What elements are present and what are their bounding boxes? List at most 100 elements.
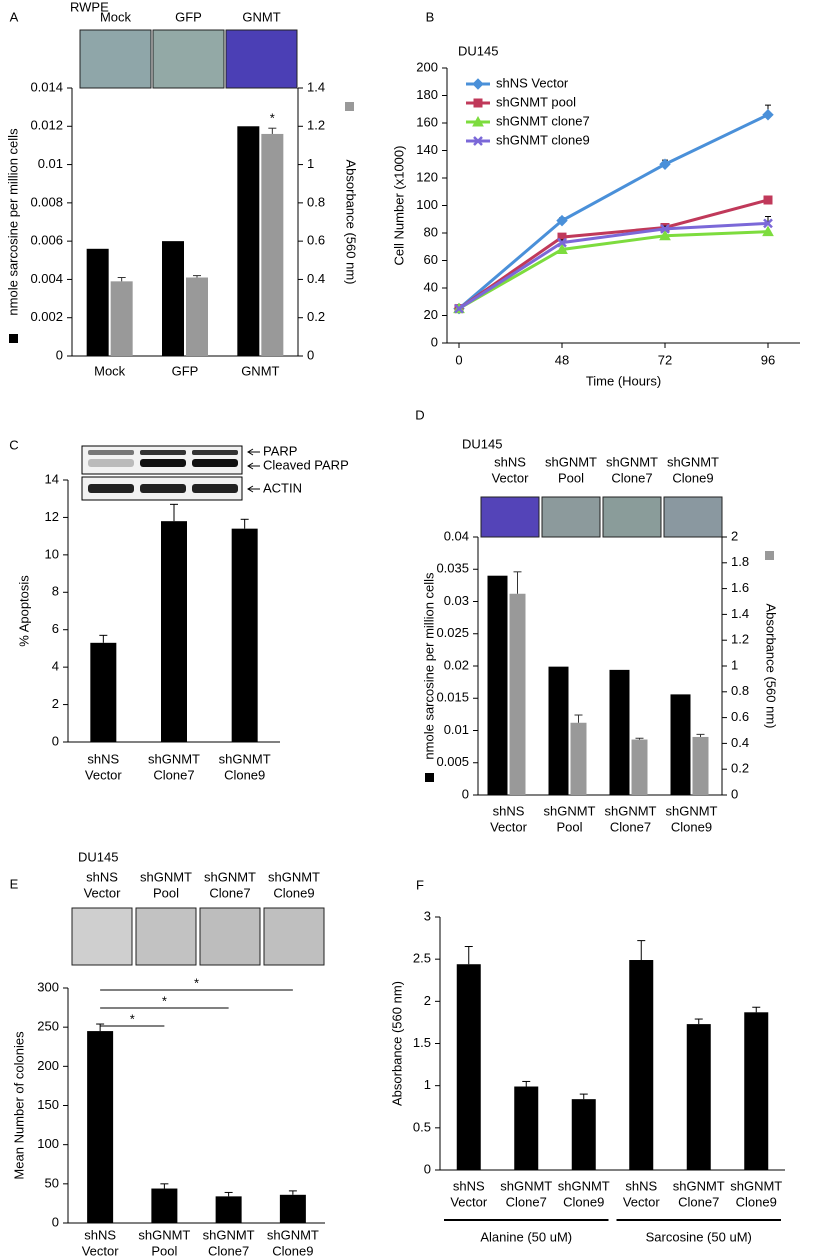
bar xyxy=(514,1086,539,1170)
tick-label: 0.04 xyxy=(444,528,469,543)
image-label: shGNMT xyxy=(606,454,658,469)
image-label: shGNMT xyxy=(268,869,320,884)
blot-band xyxy=(140,459,186,467)
marker xyxy=(659,229,671,241)
micrograph xyxy=(263,907,325,966)
micrograph xyxy=(602,496,662,538)
tick-label: 0.006 xyxy=(30,233,63,248)
marker xyxy=(762,225,774,237)
tick-label: 0.02 xyxy=(444,657,469,672)
tick-label: 0.035 xyxy=(436,561,469,576)
bar xyxy=(670,694,691,795)
annotation: * xyxy=(270,111,275,126)
legend-swatch xyxy=(9,334,18,343)
category-label: shGNMT xyxy=(558,1178,610,1193)
y2-axis-label: Absorbance (560 nm) xyxy=(344,159,359,284)
tick-label: 80 xyxy=(424,224,438,239)
legend-label: shGNMT pool xyxy=(496,94,576,109)
blot-label: ACTIN xyxy=(263,480,302,495)
bar xyxy=(90,642,117,742)
significance-mark: * xyxy=(130,1011,135,1026)
marker xyxy=(762,109,774,121)
group-label: Sarcosine (50 uM) xyxy=(646,1229,752,1244)
image-label: GFP xyxy=(175,9,202,24)
bar xyxy=(161,521,187,742)
panel-letter: D xyxy=(415,407,424,422)
bar xyxy=(237,126,260,357)
cell-line: DU145 xyxy=(462,436,502,451)
blot-band xyxy=(140,484,186,493)
bar xyxy=(87,1031,114,1223)
tick-label: 1 xyxy=(307,156,314,171)
marker xyxy=(556,214,568,227)
category-label: shNS xyxy=(453,1178,485,1193)
category-label: shGNMT xyxy=(730,1178,782,1193)
category-label: shGNMT xyxy=(666,803,718,818)
bar xyxy=(86,248,109,356)
tick-label: 160 xyxy=(416,114,438,129)
marker xyxy=(454,303,464,314)
line xyxy=(458,198,769,310)
blot-band xyxy=(88,450,134,455)
category-label: shGNMT xyxy=(500,1178,552,1193)
tick-label: 0.2 xyxy=(307,309,325,324)
tick-label: 8 xyxy=(52,584,59,599)
y-axis-label: Cell Number (x1000) xyxy=(391,146,406,266)
category-label: Clone7 xyxy=(610,819,651,834)
y-axis-label: Absorbance (560 nm) xyxy=(389,981,404,1106)
tick-label: 0.4 xyxy=(731,735,749,750)
bar xyxy=(110,281,133,356)
arrow xyxy=(247,448,260,456)
bar xyxy=(548,666,569,795)
blot-band xyxy=(192,450,238,455)
tick-label: 250 xyxy=(37,1019,59,1034)
tick-label: 0 xyxy=(56,347,63,362)
tick-label: 0 xyxy=(731,786,738,801)
bar xyxy=(744,1012,769,1170)
micrograph xyxy=(541,496,601,538)
bar xyxy=(609,669,630,795)
bar xyxy=(231,528,258,742)
category-label: Clone9 xyxy=(563,1194,604,1209)
image-label: shGNMT xyxy=(667,454,719,469)
legend-marker xyxy=(473,98,483,108)
tick-label: 14 xyxy=(45,471,59,486)
tick-label: 60 xyxy=(424,252,438,267)
blot-band xyxy=(140,450,186,455)
panel-letter: E xyxy=(10,876,19,891)
tick-label: 0 xyxy=(431,334,438,349)
marker xyxy=(557,237,567,248)
tick-label: 0.014 xyxy=(30,79,63,94)
blot-label: PARP xyxy=(263,443,297,458)
bar xyxy=(509,593,526,795)
category-label: Clone7 xyxy=(506,1194,547,1209)
category-label: GFP xyxy=(172,363,199,378)
tick-label: 0.015 xyxy=(436,690,469,705)
tick-label: 150 xyxy=(37,1097,59,1112)
image-label: shGNMT xyxy=(204,869,256,884)
tick-label: 0.01 xyxy=(38,156,63,171)
tick-label: 120 xyxy=(416,169,438,184)
tick-label: 40 xyxy=(424,279,438,294)
tick-label: 0.004 xyxy=(30,271,63,286)
tick-label: 50 xyxy=(45,1175,59,1190)
tick-label: 2 xyxy=(424,993,431,1008)
category-label: shNS xyxy=(493,803,525,818)
category-label: Clone9 xyxy=(736,1194,777,1209)
image-label: Pool xyxy=(153,885,179,900)
category-label: shNS xyxy=(84,1227,116,1242)
legend-label: shGNMT clone7 xyxy=(496,113,590,128)
legend-marker xyxy=(472,115,484,127)
significance-mark: * xyxy=(162,993,167,1008)
arrow xyxy=(247,485,260,493)
y-axis-label: nmole sarcosine per million cells xyxy=(5,128,20,316)
tick-label: 200 xyxy=(37,1058,59,1073)
tick-label: 0.025 xyxy=(436,625,469,640)
tick-label: 0.002 xyxy=(30,309,63,324)
tick-label: 0 xyxy=(424,1161,431,1176)
marker xyxy=(763,195,773,205)
blot-band xyxy=(88,484,134,493)
tick-label: 2 xyxy=(52,696,59,711)
tick-label: 0.6 xyxy=(731,709,749,724)
tick-label: 0.012 xyxy=(30,118,63,133)
